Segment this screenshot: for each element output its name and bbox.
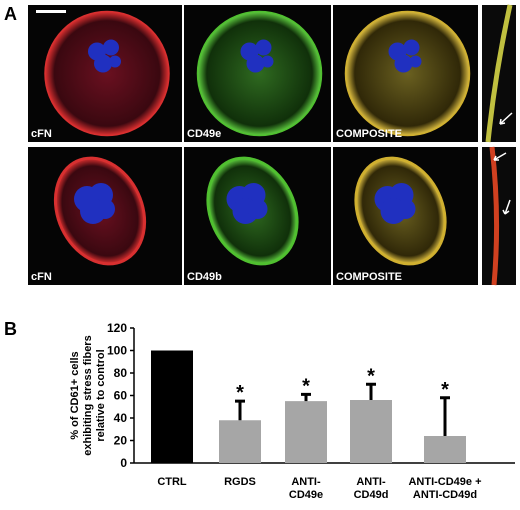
scale-bar [36,10,66,13]
x-tick-label: ANTI-CD49e [289,476,323,501]
cell [344,10,471,137]
x-tick-label: ANTI-CD49e + ANTI-CD49d [408,476,481,501]
panel-label: A [4,4,17,24]
y-tick-label: 80 [114,366,128,380]
nucleus [403,39,420,56]
significance: * [367,365,375,387]
x-tick-label: RGDS [224,476,256,488]
nucleus [255,39,272,56]
nucleus [246,54,265,73]
arrow [502,199,511,215]
error-bar [235,399,245,421]
image-label: COMPOSITE [336,271,402,283]
image-label: cFN [31,271,52,283]
x-tick-label: ANTI-CD49d [354,476,389,501]
bar [285,401,327,463]
cell [196,10,323,137]
y-tick-label: 120 [107,321,127,335]
y-tick-label: 40 [114,411,128,425]
significance: * [441,379,449,401]
nucleus [109,55,121,68]
image-label: CD49b [187,271,222,283]
error-bar [440,396,450,436]
nucleus [94,54,112,73]
y-axis-label: % of CD61+ cellsexhibiting stress fibers… [69,335,107,455]
y-tick-label: 20 [114,434,128,448]
x-tick-label: CTRL [157,476,187,488]
membrane [485,4,513,143]
arrow [499,112,513,125]
bar [151,350,193,463]
nucleus [395,199,416,219]
nucleus [261,55,274,68]
image-label: COMPOSITE [336,128,402,140]
y-tick-label: 100 [107,344,127,358]
nucleus [409,55,422,68]
error-bar [366,382,376,400]
bar [219,420,261,463]
micrographs: cFN CD49e COMPOSITE cFN CD49b COMPOSITE [28,4,516,286]
nucleus [103,39,119,56]
significance: * [302,375,310,397]
y-tick-label: 0 [120,456,127,470]
bar [424,436,466,463]
image-label: cFN [31,128,52,140]
y-tick-label: 60 [114,389,128,403]
bar [350,400,392,463]
significance: * [236,382,244,404]
nucleus [95,199,115,219]
nucleus [394,54,413,73]
bar-chart: 0 20 40 60 80 100 120% of CD61+ cellsexhibitin… [69,321,515,501]
membrane [489,146,500,286]
image-label: CD49e [187,128,221,140]
nucleus [247,199,268,219]
arrow [493,152,507,161]
error-bar [301,392,311,402]
cell [44,10,170,137]
panel-label: B [4,319,17,339]
